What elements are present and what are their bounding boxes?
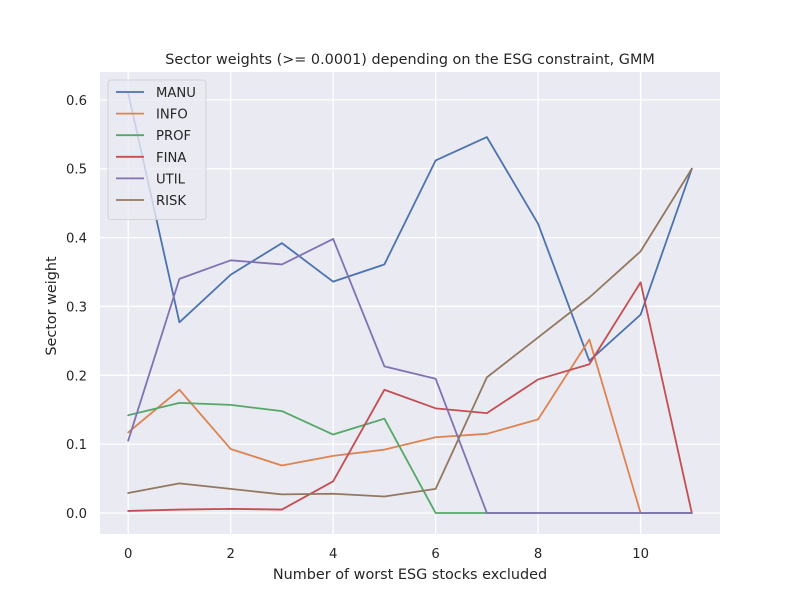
legend	[107, 79, 207, 221]
x-axis-label: Number of worst ESG stocks excluded	[273, 567, 547, 583]
x-tick-label: 6	[431, 547, 439, 562]
legend-label-info: INFO	[156, 108, 188, 123]
x-tick-label: 8	[534, 547, 542, 562]
y-tick-label: 0.0	[66, 507, 87, 522]
legend-label-fina: FINA	[156, 151, 186, 166]
series-line-risk	[127, 167, 693, 498]
legend-label-manu: MANU	[156, 86, 196, 101]
y-tick-label: 0.2	[66, 369, 87, 384]
series-line-manu	[127, 92, 693, 362]
y-tick-label: 0.3	[66, 300, 87, 315]
legend-label-risk: RISK	[156, 194, 186, 209]
legend-label-prof: PROF	[156, 129, 191, 144]
series-line-info	[127, 338, 693, 514]
x-tick-label: 10	[632, 547, 649, 562]
chart-title: Sector weights (>= 0.0001) depending on …	[165, 52, 655, 68]
series-line-fina	[127, 281, 693, 514]
x-tick-label: 4	[329, 547, 337, 562]
x-tick-label: 2	[226, 547, 234, 562]
y-tick-label: 0.6	[66, 94, 87, 109]
y-tick-label: 0.1	[66, 438, 87, 453]
y-axis-label: Sector weight	[44, 256, 60, 356]
y-tick-label: 0.5	[66, 163, 87, 178]
series-line-util	[127, 238, 693, 514]
y-tick-label: 0.4	[66, 232, 87, 247]
legend-label-util: UTIL	[156, 172, 186, 187]
x-tick-label: 0	[124, 547, 132, 562]
